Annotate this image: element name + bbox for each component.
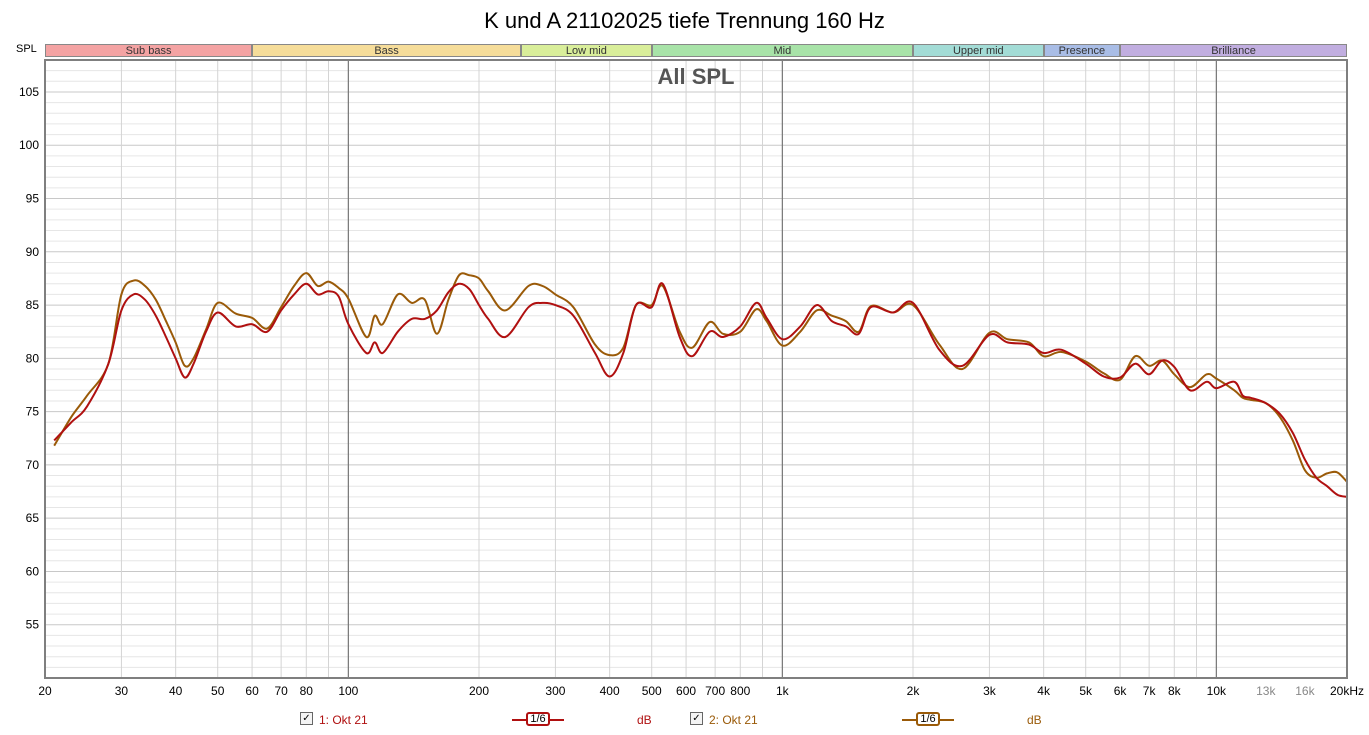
series-2-smoothing-value: 1/6 (916, 712, 940, 726)
x-tick-label: 8k (1168, 684, 1182, 698)
band-bass: Bass (252, 44, 522, 57)
x-tick-label: 40 (169, 684, 183, 698)
y-tick-label: 105 (19, 85, 39, 99)
frequency-band-bar: Sub bass Bass Low mid Mid Upper mid Presence B… (45, 44, 1347, 58)
band-mid: Mid (651, 44, 913, 57)
x-tick-label: 5k (1079, 684, 1093, 698)
series-1-smoothing-control[interactable]: 1/6 (512, 711, 564, 727)
y-tick-label: 75 (26, 405, 40, 419)
x-tick-label: 800 (730, 684, 750, 698)
y-tick-label: 60 (26, 564, 40, 578)
x-tick-label: 2k (907, 684, 921, 698)
band-sub-bass: Sub bass (45, 44, 253, 57)
series-2-unit: dB (1027, 713, 1042, 727)
series-2-label: 2: Okt 21 (709, 713, 758, 727)
series-2-checkbox[interactable]: ✓ (690, 712, 703, 725)
y-tick-label: 65 (26, 511, 40, 525)
band-brilliance: Brilliance (1120, 44, 1347, 57)
series-1-checkbox[interactable]: ✓ (300, 712, 313, 725)
chart-title: K und A 21102025 tiefe Trennung 160 Hz (484, 8, 885, 33)
series-1-label: 1: Okt 21 (319, 713, 368, 727)
band-low-mid: Low mid (521, 44, 652, 57)
x-tick-label: 60 (245, 684, 259, 698)
x-tick-label: 3k (983, 684, 997, 698)
y-tick-label: 95 (26, 192, 40, 206)
x-tick-label: 200 (469, 684, 489, 698)
x-tick-label: 7k (1143, 684, 1157, 698)
x-tick-label: 20kHz (1330, 684, 1364, 698)
y-tick-label: 55 (26, 618, 40, 632)
y-tick-label: 80 (26, 351, 40, 365)
x-tick-label: 600 (676, 684, 696, 698)
spl-axis-label: SPL (16, 43, 37, 55)
inner-title: All SPL (657, 64, 734, 89)
x-tick-label: 500 (642, 684, 662, 698)
x-tick-label: 80 (300, 684, 314, 698)
x-tick-label: 70 (274, 684, 288, 698)
x-tick-label: 400 (600, 684, 620, 698)
x-tick-label: 300 (545, 684, 565, 698)
y-tick-label: 85 (26, 298, 40, 312)
band-upper-mid: Upper mid (913, 44, 1044, 57)
y-tick-label: 100 (19, 138, 39, 152)
x-tick-label: 13k (1256, 684, 1276, 698)
x-tick-label: 30 (115, 684, 129, 698)
x-tick-label: 100 (338, 684, 358, 698)
series-2-smoothing-control[interactable]: 1/6 (902, 711, 954, 727)
band-presence: Presence (1043, 44, 1121, 57)
x-tick-label: 20 (38, 684, 52, 698)
x-tick-label: 1k (776, 684, 790, 698)
series-1-smoothing-value: 1/6 (526, 712, 550, 726)
y-tick-label: 90 (26, 245, 40, 259)
series-1-line (53, 282, 1348, 498)
x-tick-label: 50 (211, 684, 225, 698)
x-tick-label: 10k (1207, 684, 1227, 698)
plot-border (44, 59, 1348, 679)
x-tick-label: 4k (1037, 684, 1051, 698)
x-tick-label: 6k (1114, 684, 1128, 698)
series-1-unit: dB (637, 713, 652, 727)
y-tick-label: 70 (26, 458, 40, 472)
x-tick-label: 16k (1295, 684, 1315, 698)
x-tick-label: 700 (705, 684, 725, 698)
